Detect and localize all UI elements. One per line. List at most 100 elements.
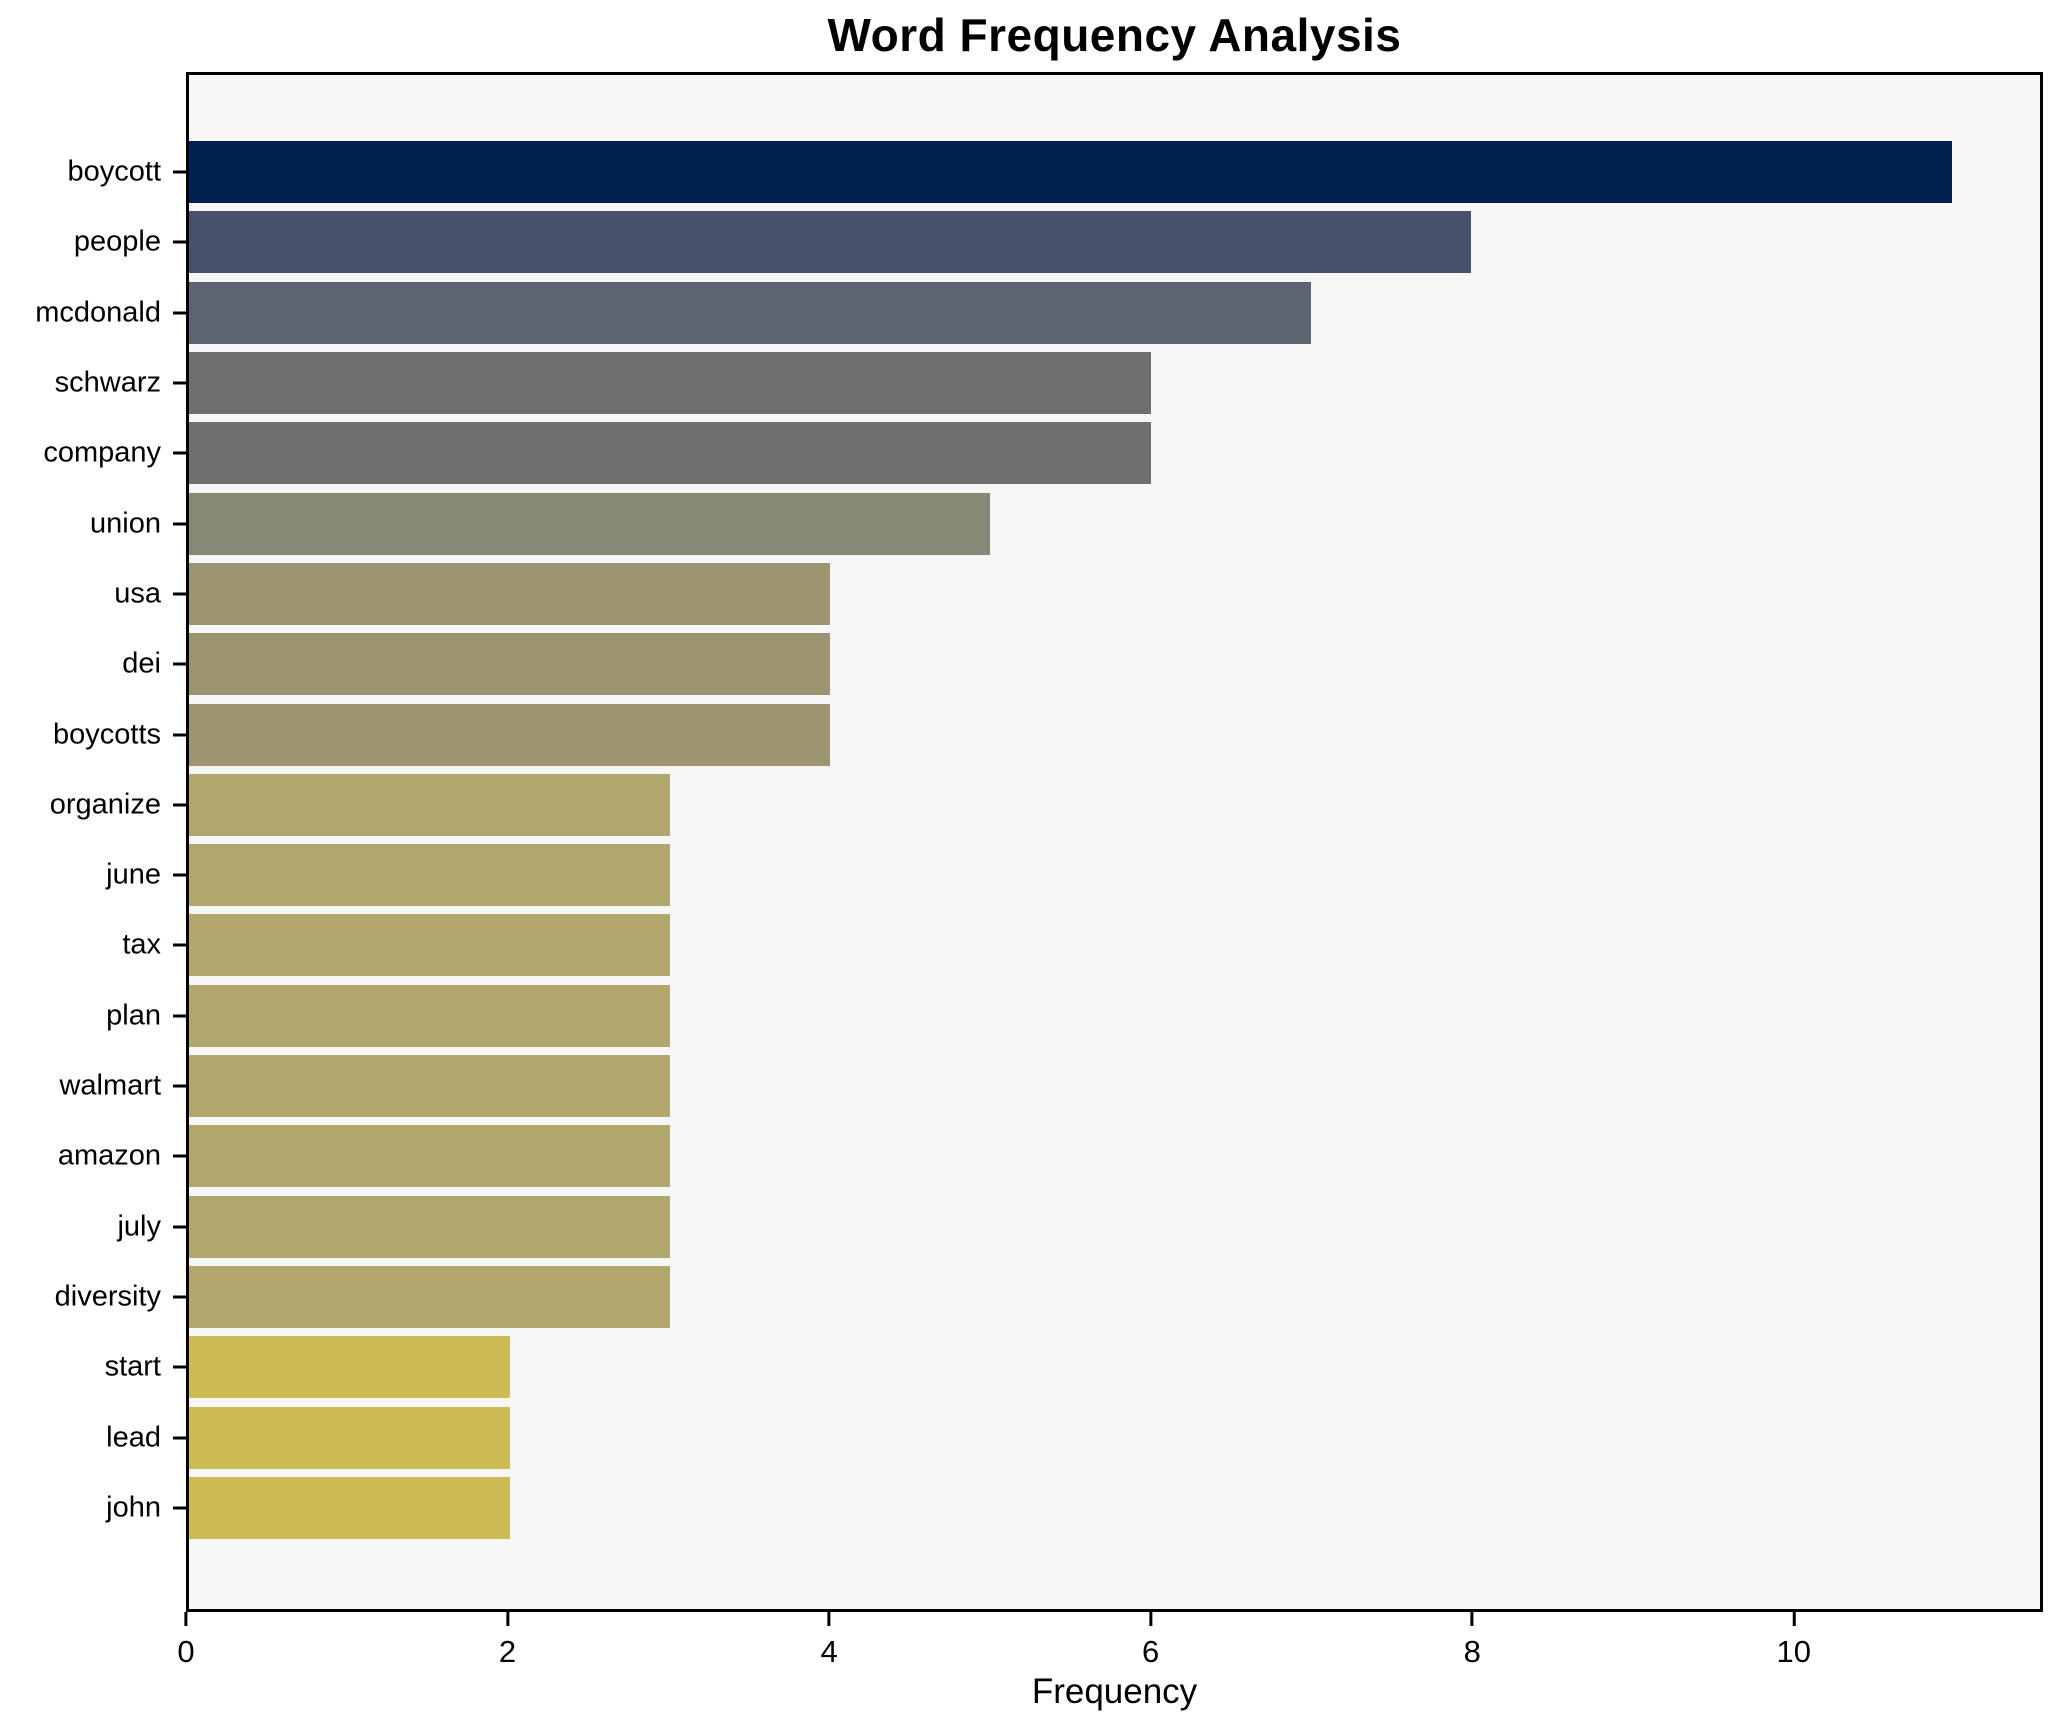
y-tick-label: john (106, 1491, 161, 1524)
bar (189, 1055, 670, 1118)
bar-row: july (117, 1195, 2040, 1258)
bar-row: boycotts (53, 703, 2040, 766)
y-tick-mark (173, 1225, 186, 1229)
y-tick-mark (173, 943, 186, 947)
bar (189, 773, 670, 836)
y-tick-mark (173, 1014, 186, 1018)
x-tick: 4 (820, 1612, 838, 1670)
bar-row: june (106, 844, 2040, 907)
y-tick-label: amazon (57, 1139, 161, 1172)
bar-row: people (74, 211, 2040, 274)
bar-row: mcdonald (35, 281, 2040, 344)
y-tick-label: schwarz (54, 366, 161, 399)
bar-row: tax (122, 914, 2040, 977)
bar-row: diversity (55, 1266, 2040, 1328)
y-tick-mark (173, 1154, 186, 1158)
bar (189, 1406, 510, 1469)
y-tick-label: company (43, 436, 161, 469)
bar (189, 562, 831, 625)
y-tick-label: diversity (54, 1280, 161, 1313)
y-tick-label: plan (106, 999, 161, 1032)
x-tick: 10 (1777, 1612, 1811, 1670)
y-tick-mark (173, 1365, 186, 1369)
x-tick-mark (1470, 1612, 1474, 1626)
bar (189, 1476, 510, 1539)
chart-title: Word Frequency Analysis (827, 9, 1402, 61)
y-tick-mark (173, 170, 186, 174)
bar (189, 1195, 670, 1258)
y-tick-mark (173, 803, 186, 807)
bar (189, 633, 831, 696)
x-tick-label: 10 (1776, 1634, 1812, 1669)
y-tick-label: dei (122, 647, 161, 680)
plot-area: boycott people mcdonald schwarz company union… (35, 72, 2043, 1612)
bar (189, 844, 670, 907)
y-tick-mark (173, 311, 186, 315)
bar (189, 351, 1151, 414)
x-tick-label: 0 (177, 1634, 195, 1669)
y-tick-mark (173, 451, 186, 455)
y-tick-mark (173, 522, 186, 526)
y-tick-mark (173, 1436, 186, 1440)
bar-row: start (105, 1336, 2040, 1399)
y-tick-label: start (104, 1350, 161, 1383)
x-tick: 8 (1464, 1612, 1481, 1670)
y-tick-label: union (90, 507, 161, 540)
y-tick-mark (173, 1506, 186, 1510)
bar-row: amazon (58, 1125, 2040, 1188)
y-tick-label: june (106, 858, 161, 891)
x-tick: 2 (499, 1612, 516, 1670)
y-tick-label: usa (114, 577, 161, 610)
bar (189, 1336, 510, 1399)
bar-row: lead (106, 1406, 2040, 1469)
bar (189, 492, 991, 555)
x-tick-mark (184, 1612, 188, 1626)
bar (189, 1266, 670, 1328)
x-tick: 6 (1142, 1612, 1159, 1670)
bar-row: organize (50, 773, 2040, 836)
bar-row: dei (122, 633, 2040, 696)
x-tick-mark (827, 1612, 831, 1626)
bar (189, 1125, 670, 1188)
bar (189, 914, 670, 977)
y-tick-label: boycott (67, 155, 162, 188)
bar-row: john (106, 1476, 2040, 1539)
bar-row: company (43, 422, 2040, 485)
x-axis: 0 2 4 6 8 10 (177, 1612, 2043, 1682)
y-tick-label: july (117, 1210, 161, 1243)
x-tick: 0 (177, 1612, 195, 1670)
y-tick-label: organize (49, 788, 161, 821)
y-tick-label: people (73, 225, 161, 258)
x-axis-label: Frequency (1031, 1672, 1198, 1711)
bar (189, 211, 1472, 274)
bar-row: union (90, 492, 2040, 555)
y-tick-label: lead (106, 1421, 161, 1454)
x-tick-mark (1792, 1612, 1796, 1626)
y-tick-label: walmart (59, 1069, 161, 1102)
y-tick-mark (173, 1295, 186, 1299)
bar (189, 703, 831, 766)
y-tick-mark (173, 662, 186, 666)
bar-row: plan (106, 984, 2040, 1047)
x-tick-label: 2 (498, 1634, 517, 1669)
bar (189, 281, 1311, 344)
y-tick-mark (173, 1084, 186, 1088)
bar-row: usa (114, 562, 2040, 625)
y-tick-mark (173, 240, 186, 244)
bar (189, 984, 670, 1047)
y-tick-mark (173, 873, 186, 877)
y-tick-mark (173, 592, 186, 596)
x-tick-mark (506, 1612, 510, 1626)
x-tick-label: 6 (1142, 1634, 1160, 1669)
bar (189, 422, 1151, 485)
y-tick-mark (173, 733, 186, 736)
bar (189, 141, 1952, 203)
bar-row: schwarz (55, 351, 2040, 414)
x-tick-label: 8 (1463, 1634, 1481, 1669)
bar-row: boycott (68, 141, 2040, 203)
y-tick-label: boycotts (53, 718, 161, 750)
y-tick-label: tax (122, 928, 161, 961)
y-tick-label: mcdonald (35, 296, 161, 329)
bar-row: walmart (59, 1055, 2040, 1118)
